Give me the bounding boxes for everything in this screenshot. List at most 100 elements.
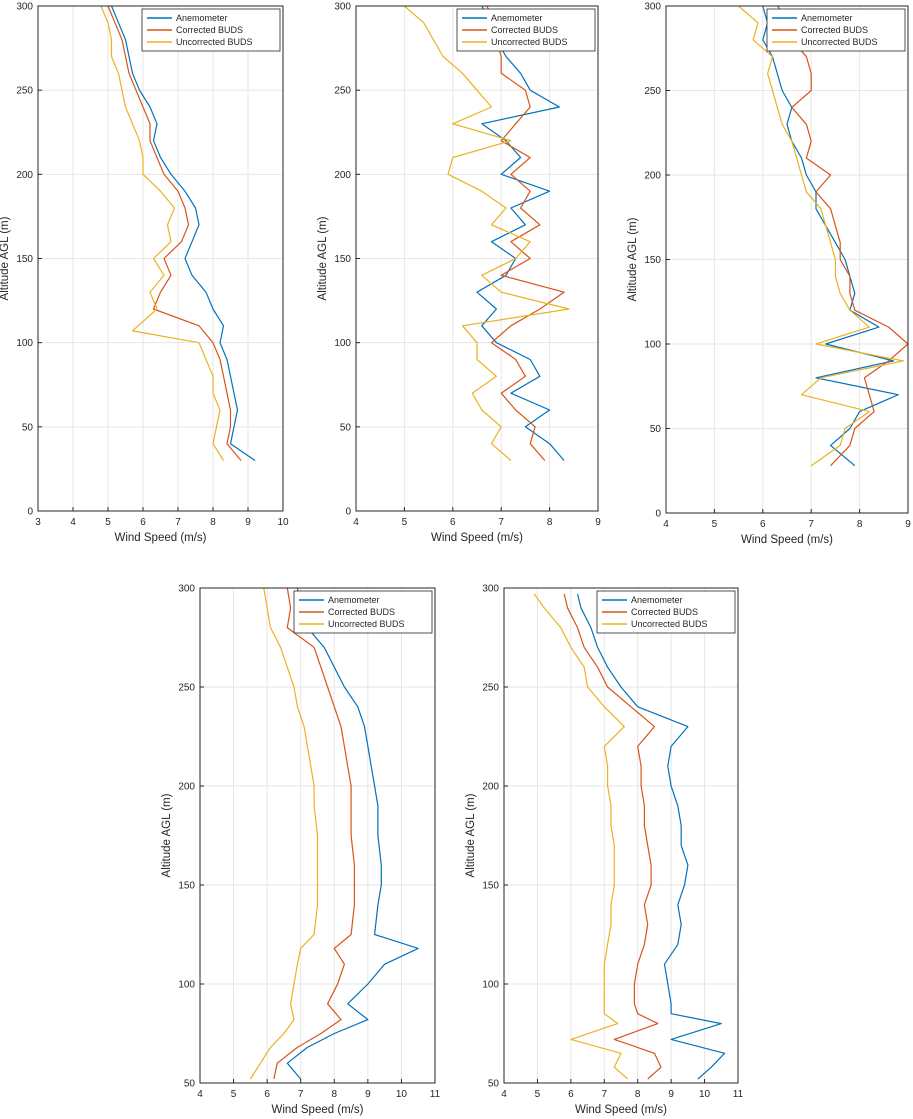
x-tick-label: 10	[396, 1089, 408, 1100]
x-tick-label: 6	[264, 1089, 270, 1100]
x-axis-label: Wind Speed (m/s)	[431, 532, 523, 544]
y-tick-label: 100	[644, 340, 661, 351]
legend-entry-corrected: Corrected BUDS	[631, 607, 698, 617]
y-tick-label: 200	[334, 170, 351, 181]
legend-entry-anemometer: Anemometer	[176, 13, 228, 23]
x-tick-label: 7	[175, 517, 181, 528]
x-tick-label: 8	[635, 1089, 641, 1100]
y-tick-label: 300	[16, 2, 33, 13]
x-tick-label: 5	[712, 519, 718, 530]
series-line-corrected	[563, 593, 662, 1080]
y-tick-label: 200	[16, 170, 33, 181]
legend-entry-corrected: Corrected BUDS	[328, 607, 395, 617]
legend-entry-anemometer: Anemometer	[801, 13, 853, 23]
chart-panel-top-right: 4 5 6 7 8 9 0 50 100 150 200 250 300 Wind Speed (m/s)…	[627, 2, 911, 547]
x-tick-label: 5	[535, 1089, 541, 1100]
series-line-corrected	[486, 5, 565, 461]
x-tick-label: 7	[498, 517, 504, 528]
legend-entry-uncorrected: Uncorrected BUDS	[491, 37, 568, 47]
x-tick-label: 6	[760, 519, 766, 530]
legend-entry-anemometer: Anemometer	[631, 595, 683, 605]
y-tick-label: 250	[178, 683, 195, 694]
plot-area	[504, 588, 738, 1083]
series-line-anemometer	[286, 587, 419, 1080]
x-tick-label: 3	[35, 517, 41, 528]
y-tick-label: 100	[482, 980, 499, 991]
chart-panel-bottom-left: 4 5 6 7 8 9 10 11 50 100 150 200 250 300 Wind Speed (m…	[161, 584, 441, 1117]
series-line-anemometer	[110, 5, 256, 461]
legend: Anemometer Corrected BUDS Uncorrected BUDS	[141, 8, 281, 52]
y-axis-label: Altitude AGL (m)	[627, 217, 639, 301]
x-tick-label: 9	[245, 517, 251, 528]
x-tick-label: 11	[733, 1089, 744, 1100]
legend-entry-uncorrected: Uncorrected BUDS	[631, 619, 708, 629]
x-tick-label: 7	[602, 1089, 608, 1100]
series-line-uncorrected	[404, 5, 570, 461]
x-tick-label: 9	[595, 517, 601, 528]
x-tick-label: 5	[231, 1089, 237, 1100]
y-tick-label: 150	[644, 255, 661, 266]
x-axis-label: Wind Speed (m/s)	[741, 534, 833, 546]
y-axis-label: Altitude AGL (m)	[0, 216, 11, 300]
y-tick-label: 0	[655, 509, 661, 520]
series-line-uncorrected	[249, 587, 319, 1080]
x-tick-label: 4	[70, 517, 76, 528]
x-axis-label: Wind Speed (m/s)	[271, 1104, 363, 1116]
x-tick-label: 8	[547, 517, 553, 528]
series-line-anemometer	[476, 5, 565, 461]
y-tick-label: 150	[178, 881, 195, 892]
legend-entry-corrected: Corrected BUDS	[801, 25, 868, 35]
y-tick-label: 100	[16, 338, 33, 349]
y-tick-label: 300	[178, 584, 195, 595]
x-tick-label: 8	[857, 519, 863, 530]
x-tick-label: 11	[430, 1089, 441, 1100]
y-tick-label: 250	[334, 86, 351, 97]
series-line-corrected	[273, 587, 355, 1080]
y-tick-label: 50	[650, 424, 662, 435]
series-line-corrected	[107, 5, 242, 461]
series-line-corrected	[776, 5, 909, 467]
x-tick-label: 7	[298, 1089, 304, 1100]
chart-panel-bottom-right: 4 5 6 7 8 9 10 11 50 100 150 200 250 300 Wind Speed (m…	[465, 584, 744, 1117]
y-tick-label: 50	[184, 1079, 196, 1090]
legend: Anemometer Corrected BUDS Uncorrected BUDS	[766, 8, 906, 52]
y-tick-label: 150	[334, 254, 351, 265]
x-tick-label: 6	[450, 517, 456, 528]
legend-entry-uncorrected: Uncorrected BUDS	[801, 37, 878, 47]
legend: Anemometer Corrected BUDS Uncorrected BUDS	[293, 590, 433, 634]
series-line-uncorrected	[533, 593, 629, 1080]
y-tick-label: 250	[644, 86, 661, 97]
y-tick-label: 150	[482, 881, 499, 892]
x-tick-label: 5	[105, 517, 111, 528]
x-tick-label: 6	[140, 517, 146, 528]
y-tick-label: 50	[340, 422, 352, 433]
legend-entry-anemometer: Anemometer	[491, 13, 543, 23]
legend-entry-uncorrected: Uncorrected BUDS	[176, 37, 253, 47]
x-tick-label: 8	[210, 517, 216, 528]
y-tick-label: 50	[22, 422, 34, 433]
legend-entry-corrected: Corrected BUDS	[491, 25, 558, 35]
axes-box	[503, 587, 739, 1084]
x-tick-label: 5	[402, 517, 408, 528]
x-tick-label: 6	[568, 1089, 574, 1100]
series-line-anemometer	[762, 5, 899, 467]
series-line-uncorrected	[738, 5, 904, 467]
chart-panel-top-middle: 4 5 6 7 8 9 0 50 100 150 200 250 300 Wind Speed (m/s)…	[317, 2, 601, 545]
x-tick-label: 10	[277, 517, 289, 528]
y-axis-label: Altitude AGL (m)	[161, 793, 173, 877]
axes-box	[199, 587, 436, 1084]
x-axis-label: Wind Speed (m/s)	[114, 532, 206, 544]
y-tick-label: 150	[16, 254, 33, 265]
y-tick-label: 200	[482, 782, 499, 793]
y-tick-label: 0	[27, 507, 33, 518]
legend-entry-anemometer: Anemometer	[328, 595, 380, 605]
y-tick-label: 300	[334, 2, 351, 13]
y-tick-label: 300	[482, 584, 499, 595]
x-tick-label: 9	[668, 1089, 674, 1100]
x-tick-label: 4	[353, 517, 359, 528]
y-tick-label: 300	[644, 2, 661, 13]
legend-entry-uncorrected: Uncorrected BUDS	[328, 619, 405, 629]
y-tick-label: 100	[178, 980, 195, 991]
x-tick-label: 4	[197, 1089, 203, 1100]
